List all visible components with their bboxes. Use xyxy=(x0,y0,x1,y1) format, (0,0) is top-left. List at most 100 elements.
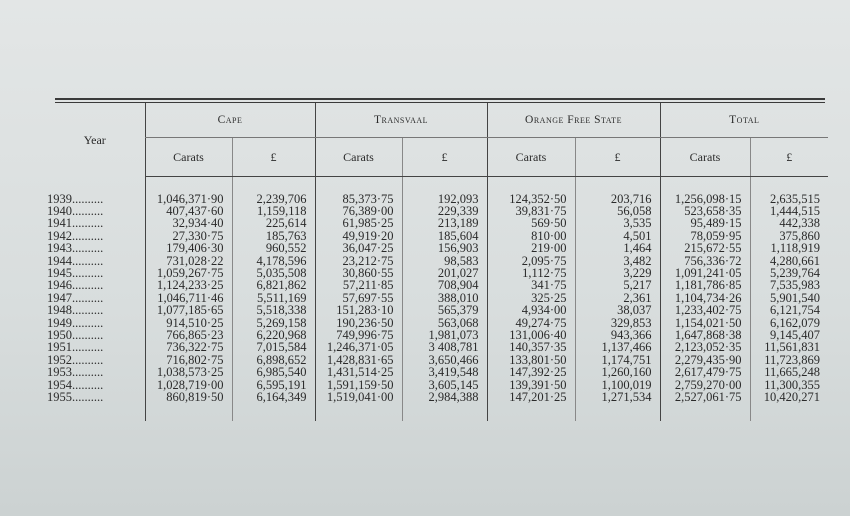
total-pounds-cell: 6,162,079 xyxy=(749,316,828,329)
top-rule-inner xyxy=(55,102,825,103)
cape-pounds-cell: 6,220,968 xyxy=(231,329,315,341)
subheader-carats: Carats xyxy=(486,137,575,177)
transvaal-pounds-cell: 565,379 xyxy=(401,304,487,317)
cape-pounds-cell: 6,821,862 xyxy=(231,279,315,292)
cape-carats-cell: 1,046,371·90 xyxy=(144,192,232,205)
transvaal-pounds-cell: 708,904 xyxy=(401,279,487,292)
table-row: 1952.......... 716,802·75 6,898,652 1,428,8… xyxy=(45,353,828,367)
year-cell: 1952.......... xyxy=(47,353,104,367)
transvaal-carats-cell: 190,236·50 xyxy=(314,316,402,329)
transvaal-carats-cell: 1,431,514·25 xyxy=(314,366,402,379)
cape-pounds-cell: 960,552 xyxy=(231,242,315,255)
table-row: 1942.......... 27,330·75 185,763 49,919·20 1… xyxy=(45,229,828,242)
subheader-pounds: £ xyxy=(401,137,487,177)
total-pounds-cell: 11,665,248 xyxy=(749,366,828,379)
year-cell: 1944.......... xyxy=(47,254,104,267)
table-row: 1948.......... 1,077,185·65 5,518,338 151,2… xyxy=(45,304,828,317)
transvaal-pounds-cell: 3,650,466 xyxy=(401,353,487,366)
total-pounds-cell: 10,420,271 xyxy=(749,391,828,403)
ofs-pounds-cell: 2,361 xyxy=(574,291,660,304)
total-carats-cell: 756,336·72 xyxy=(659,254,750,267)
ofs-carats-cell: 131,006·40 xyxy=(486,329,575,341)
cape-pounds-cell: 1,159,118 xyxy=(231,204,315,217)
cape-carats-cell: 1,124,233·25 xyxy=(144,279,232,292)
total-pounds-cell: 11,723,869 xyxy=(749,353,828,366)
transvaal-pounds-cell: 3,419,548 xyxy=(401,366,487,379)
year-cell: 1941.......... xyxy=(47,217,104,230)
total-pounds-cell: 6,121,754 xyxy=(749,304,828,317)
transvaal-carats-cell: 61,985·25 xyxy=(314,217,402,230)
transvaal-carats-cell: 57,211·85 xyxy=(314,279,402,292)
ofs-carats-cell: 124,352·50 xyxy=(486,192,575,205)
transvaal-pounds-cell: 388,010 xyxy=(401,291,487,304)
top-rule xyxy=(55,98,825,100)
table-row: 1944.......... 731,028·22 4,178,596 23,212·… xyxy=(45,254,828,267)
total-carats-cell: 215,672·55 xyxy=(659,242,750,255)
ofs-pounds-cell: 1,100,019 xyxy=(574,378,660,391)
ofs-carats-cell: 140,357·35 xyxy=(486,341,575,354)
subheader-carats: Carats xyxy=(144,137,232,177)
table-row: 1953.......... 1,038,573·25 6,985,540 1,431… xyxy=(45,366,828,379)
cape-carats-cell: 860,819·50 xyxy=(144,391,232,403)
cape-pounds-cell: 5,035,508 xyxy=(231,266,315,279)
table-row: 1949.......... 914,510·25 5,269,158 190,236… xyxy=(45,316,828,329)
total-pounds-cell: 11,300,355 xyxy=(749,378,828,391)
total-pounds-cell: 4,280,661 xyxy=(749,254,828,267)
ofs-carats-cell: 49,274·75 xyxy=(486,316,575,329)
cape-carats-cell: 1,046,711·46 xyxy=(144,291,232,304)
ofs-carats-cell: 147,392·25 xyxy=(486,366,575,379)
cape-carats-cell: 766,865·23 xyxy=(144,329,232,341)
table-row: 1943.......... 179,406·30 960,552 36,047·25… xyxy=(45,242,828,255)
subheader-pounds: £ xyxy=(231,137,315,177)
diamond-production-table: Year Cape Transvaal Orange Free State To… xyxy=(45,103,828,422)
year-cell: 1954.......... xyxy=(47,378,104,391)
transvaal-carats-cell: 30,860·55 xyxy=(314,266,402,279)
transvaal-pounds-cell: 2,984,388 xyxy=(401,391,487,403)
group-header-orange-free-state: Orange Free State xyxy=(486,103,660,138)
total-carats-cell: 2,617,479·75 xyxy=(659,366,750,379)
cape-carats-cell: 731,028·22 xyxy=(144,254,232,267)
ofs-pounds-cell: 3,482 xyxy=(574,254,660,267)
total-carats-cell: 1,256,098·15 xyxy=(659,192,750,205)
transvaal-carats-cell: 36,047·25 xyxy=(314,242,402,255)
year-header: Year xyxy=(83,132,106,147)
group-header-total: Total xyxy=(659,103,828,138)
ofs-pounds-cell: 1,271,534 xyxy=(574,391,660,403)
cape-pounds-cell: 185,763 xyxy=(231,229,315,242)
table-row: 1941.......... 32,934·40 225,614 61,985·25 2… xyxy=(45,217,828,230)
ofs-pounds-cell: 38,037 xyxy=(574,304,660,317)
transvaal-carats-cell: 85,373·75 xyxy=(314,192,402,205)
cape-pounds-cell: 5,518,338 xyxy=(231,304,315,317)
cape-carats-cell: 736,322·75 xyxy=(144,341,232,354)
table-row: 1940.......... 407,437·60 1,159,118 76,389·… xyxy=(45,204,828,217)
subheader-carats: Carats xyxy=(659,137,750,177)
total-pounds-cell: 442,338 xyxy=(749,217,828,230)
total-carats-cell: 1,233,402·75 xyxy=(659,304,750,317)
total-carats-cell: 2,527,061·75 xyxy=(659,391,750,403)
transvaal-carats-cell: 749,996·75 xyxy=(314,329,402,341)
ofs-carats-cell: 39,831·75 xyxy=(486,204,575,217)
transvaal-pounds-cell: 1,981,073 xyxy=(401,329,487,341)
total-pounds-cell: 375,860 xyxy=(749,229,828,242)
cape-pounds-cell: 225,614 xyxy=(231,217,315,230)
transvaal-pounds-cell: 213,189 xyxy=(401,217,487,230)
transvaal-carats-cell: 76,389·00 xyxy=(314,204,402,217)
total-pounds-cell: 1,118,919 xyxy=(749,242,828,255)
year-cell: 1949.......... xyxy=(47,316,104,329)
cape-pounds-cell: 7,015,584 xyxy=(231,341,315,354)
total-carats-cell: 1,647,868·38 xyxy=(659,329,750,341)
total-carats-cell: 2,123,052·35 xyxy=(659,341,750,354)
ofs-pounds-cell: 1,174,751 xyxy=(574,353,660,366)
year-cell: 1947.......... xyxy=(47,291,104,305)
year-cell: 1948.......... xyxy=(47,304,104,317)
total-carats-cell: 1,091,241·05 xyxy=(659,266,750,279)
transvaal-pounds-cell: 156,903 xyxy=(401,242,487,255)
transvaal-carats-cell: 23,212·75 xyxy=(314,254,402,267)
year-cell: 1951.......... xyxy=(47,341,104,354)
cape-pounds-cell: 5,269,158 xyxy=(231,316,315,329)
ofs-pounds-cell: 943,366 xyxy=(574,329,660,341)
cape-pounds-cell: 6,595,191 xyxy=(231,378,315,391)
total-pounds-cell: 2,635,515 xyxy=(749,192,828,205)
ofs-pounds-cell: 203,716 xyxy=(574,192,660,205)
total-carats-cell: 78,059·95 xyxy=(659,229,750,242)
